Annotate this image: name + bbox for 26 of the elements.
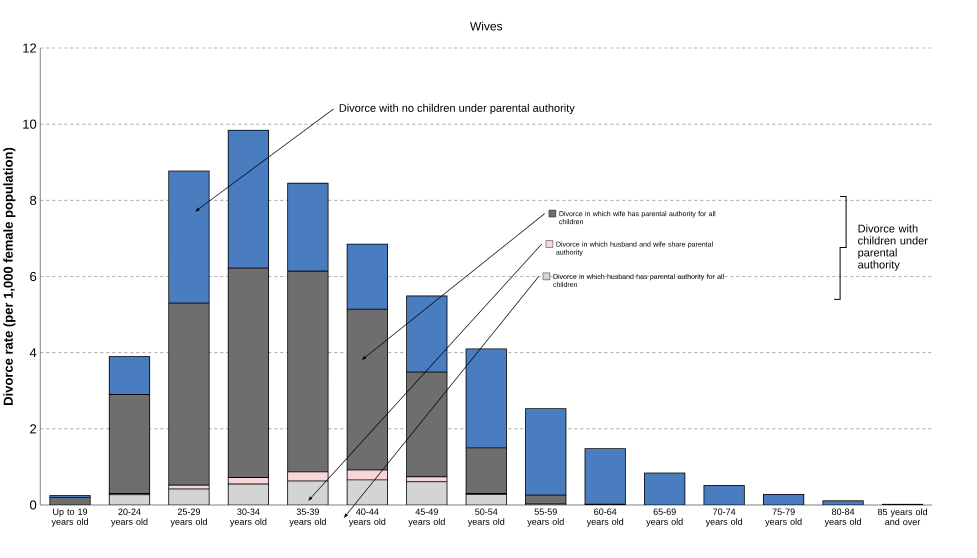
y-tick-label: 6	[30, 272, 36, 282]
x-tick-label: 25-29 years old	[170, 508, 207, 527]
x-tick-label: 55-59 years old	[527, 508, 564, 527]
x-tick-label: 60-64 years old	[586, 508, 624, 527]
x-tick-label: 40-44 years old	[348, 508, 386, 527]
x-tick-label: 75-79 years old	[765, 508, 802, 527]
annotation: Divorce with children under parental authority	[858, 224, 928, 271]
y-tick-label: 12	[23, 43, 36, 53]
x-tick-label: 65-69 years old	[646, 508, 683, 527]
x-tick-label: 30-34 years old	[230, 508, 266, 527]
y-tick-label: 8	[30, 196, 36, 205]
x-tick-label: 50-54 years old	[468, 508, 504, 527]
x-tick-label: 20-24 years old	[110, 508, 148, 527]
y-tick-label: 2	[30, 424, 36, 434]
x-tick-label: 45-49 years old	[408, 508, 445, 527]
x-tick-label: 70-74 years old	[706, 508, 742, 527]
x-tick-label: 85 years old and over	[878, 508, 927, 526]
x-tick-label: Up to 19 years old	[52, 508, 88, 527]
text: Divorce with no children under parental authority	[340, 104, 575, 114]
x-tick-label: 80-84 years old	[824, 508, 861, 527]
y-tick-label: 4	[30, 348, 36, 358]
y-axis-title: Divorce rate (per 1,000 female population)	[3, 148, 16, 405]
y-tick-label: 0	[30, 500, 36, 510]
chart-title: Wives	[470, 22, 502, 30]
x-tick-label: 35-39 years old	[289, 508, 326, 527]
y-tick-label: 10	[23, 120, 36, 129]
